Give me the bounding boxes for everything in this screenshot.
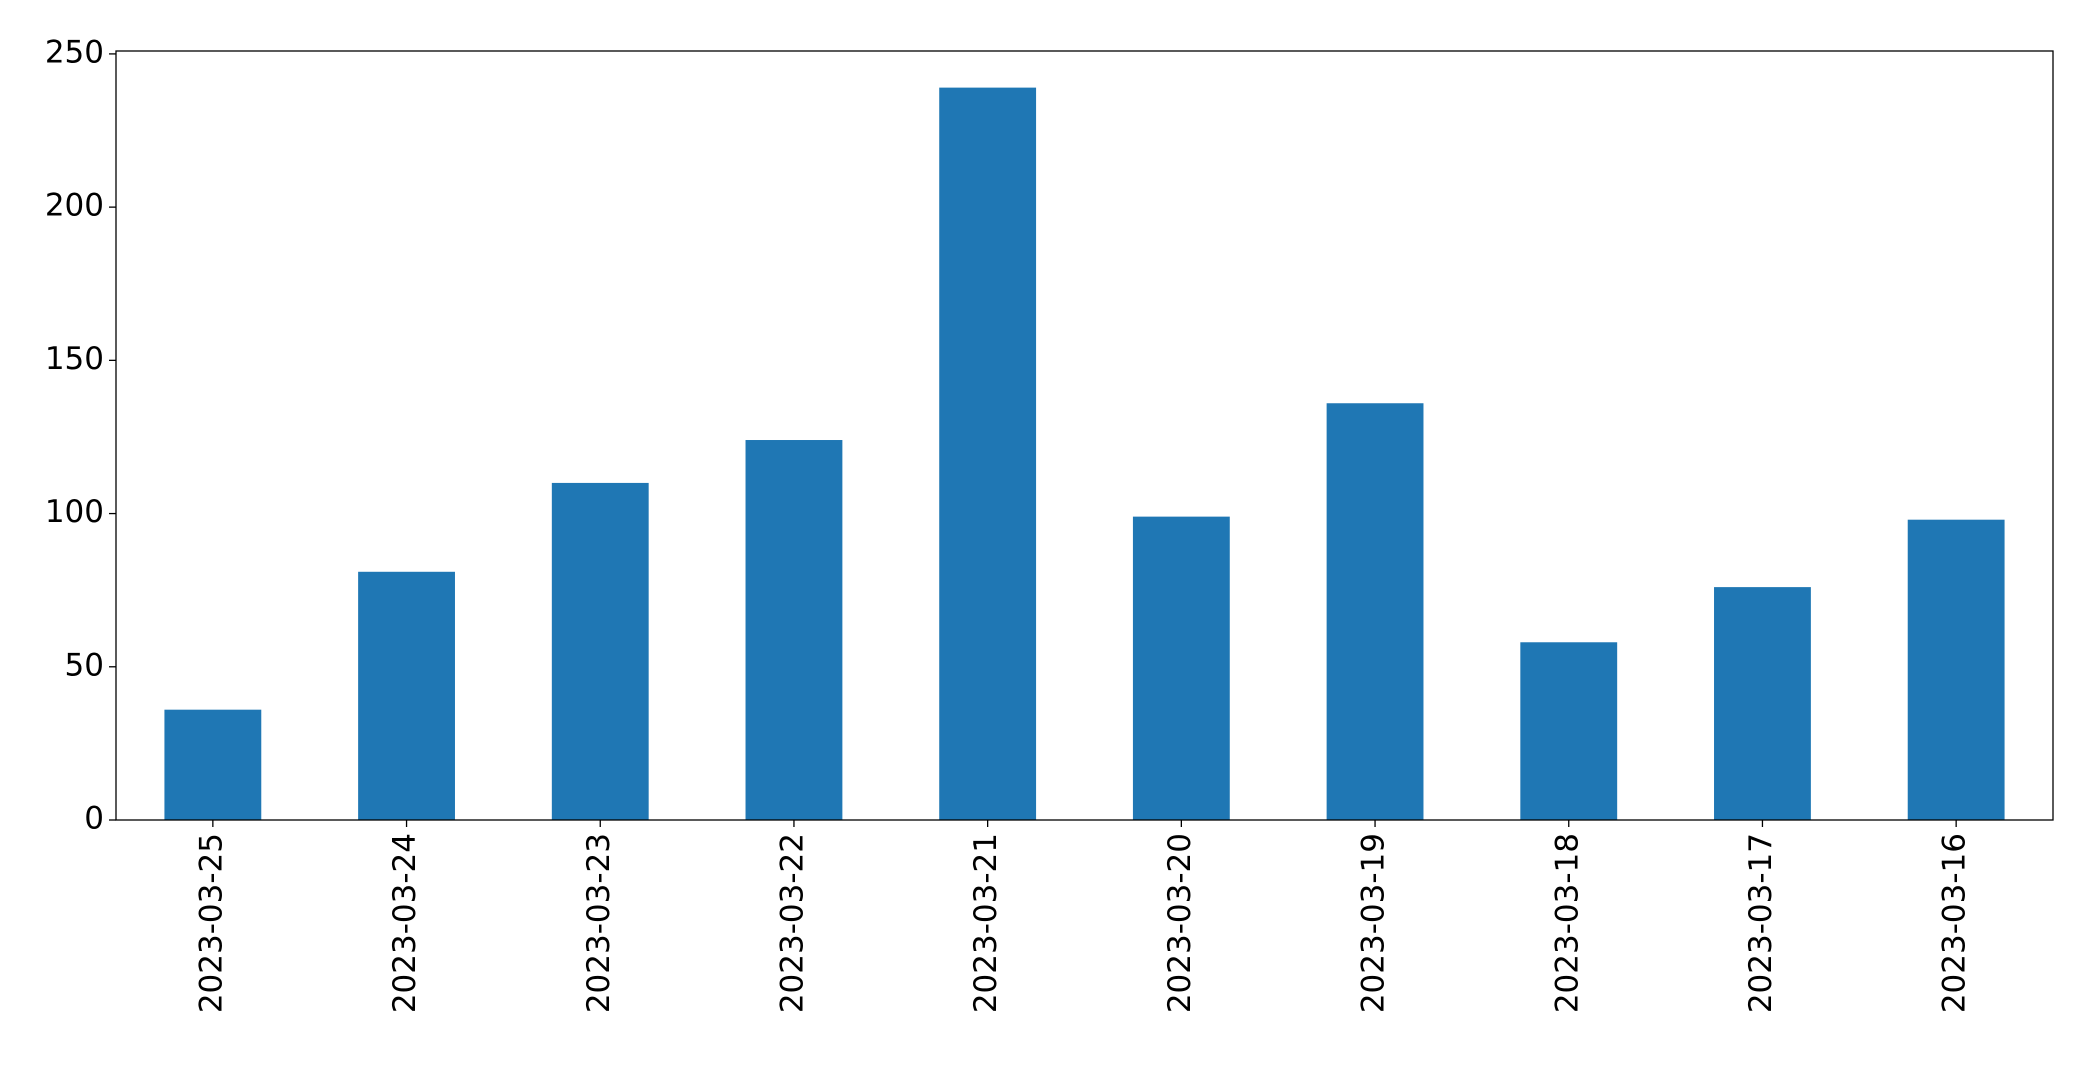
x-tick-label: 2023-03-16: [1937, 833, 1973, 1013]
x-tick-label: 2023-03-23: [581, 833, 617, 1013]
x-tick-label: 2023-03-17: [1743, 833, 1779, 1013]
x-tick-label: 2023-03-18: [1549, 833, 1585, 1013]
x-tick-label: 2023-03-22: [774, 833, 810, 1013]
bar: [1326, 403, 1424, 820]
bar: [551, 482, 649, 820]
x-tick-label: 2023-03-25: [193, 833, 229, 1013]
y-tick-label: 100: [45, 494, 104, 530]
plot-frame: [115, 50, 2054, 821]
bar: [1132, 516, 1230, 820]
bar: [1520, 642, 1618, 820]
bar: [745, 440, 843, 820]
y-tick-label: 150: [45, 341, 104, 377]
bar: [939, 87, 1037, 821]
bar: [164, 709, 262, 820]
x-tick-label: 2023-03-19: [1356, 833, 1392, 1013]
bar: [1907, 519, 2005, 820]
bar: [358, 571, 455, 820]
y-tick-label: 250: [45, 34, 104, 70]
y-tick-label: 0: [84, 801, 104, 837]
y-tick-label: 50: [65, 647, 104, 683]
x-tick-label: 2023-03-20: [1162, 833, 1198, 1013]
y-tick-label: 200: [45, 188, 104, 224]
x-tick-label: 2023-03-24: [387, 833, 423, 1013]
x-tick-label: 2023-03-21: [968, 833, 1004, 1013]
bar: [1714, 587, 1811, 820]
